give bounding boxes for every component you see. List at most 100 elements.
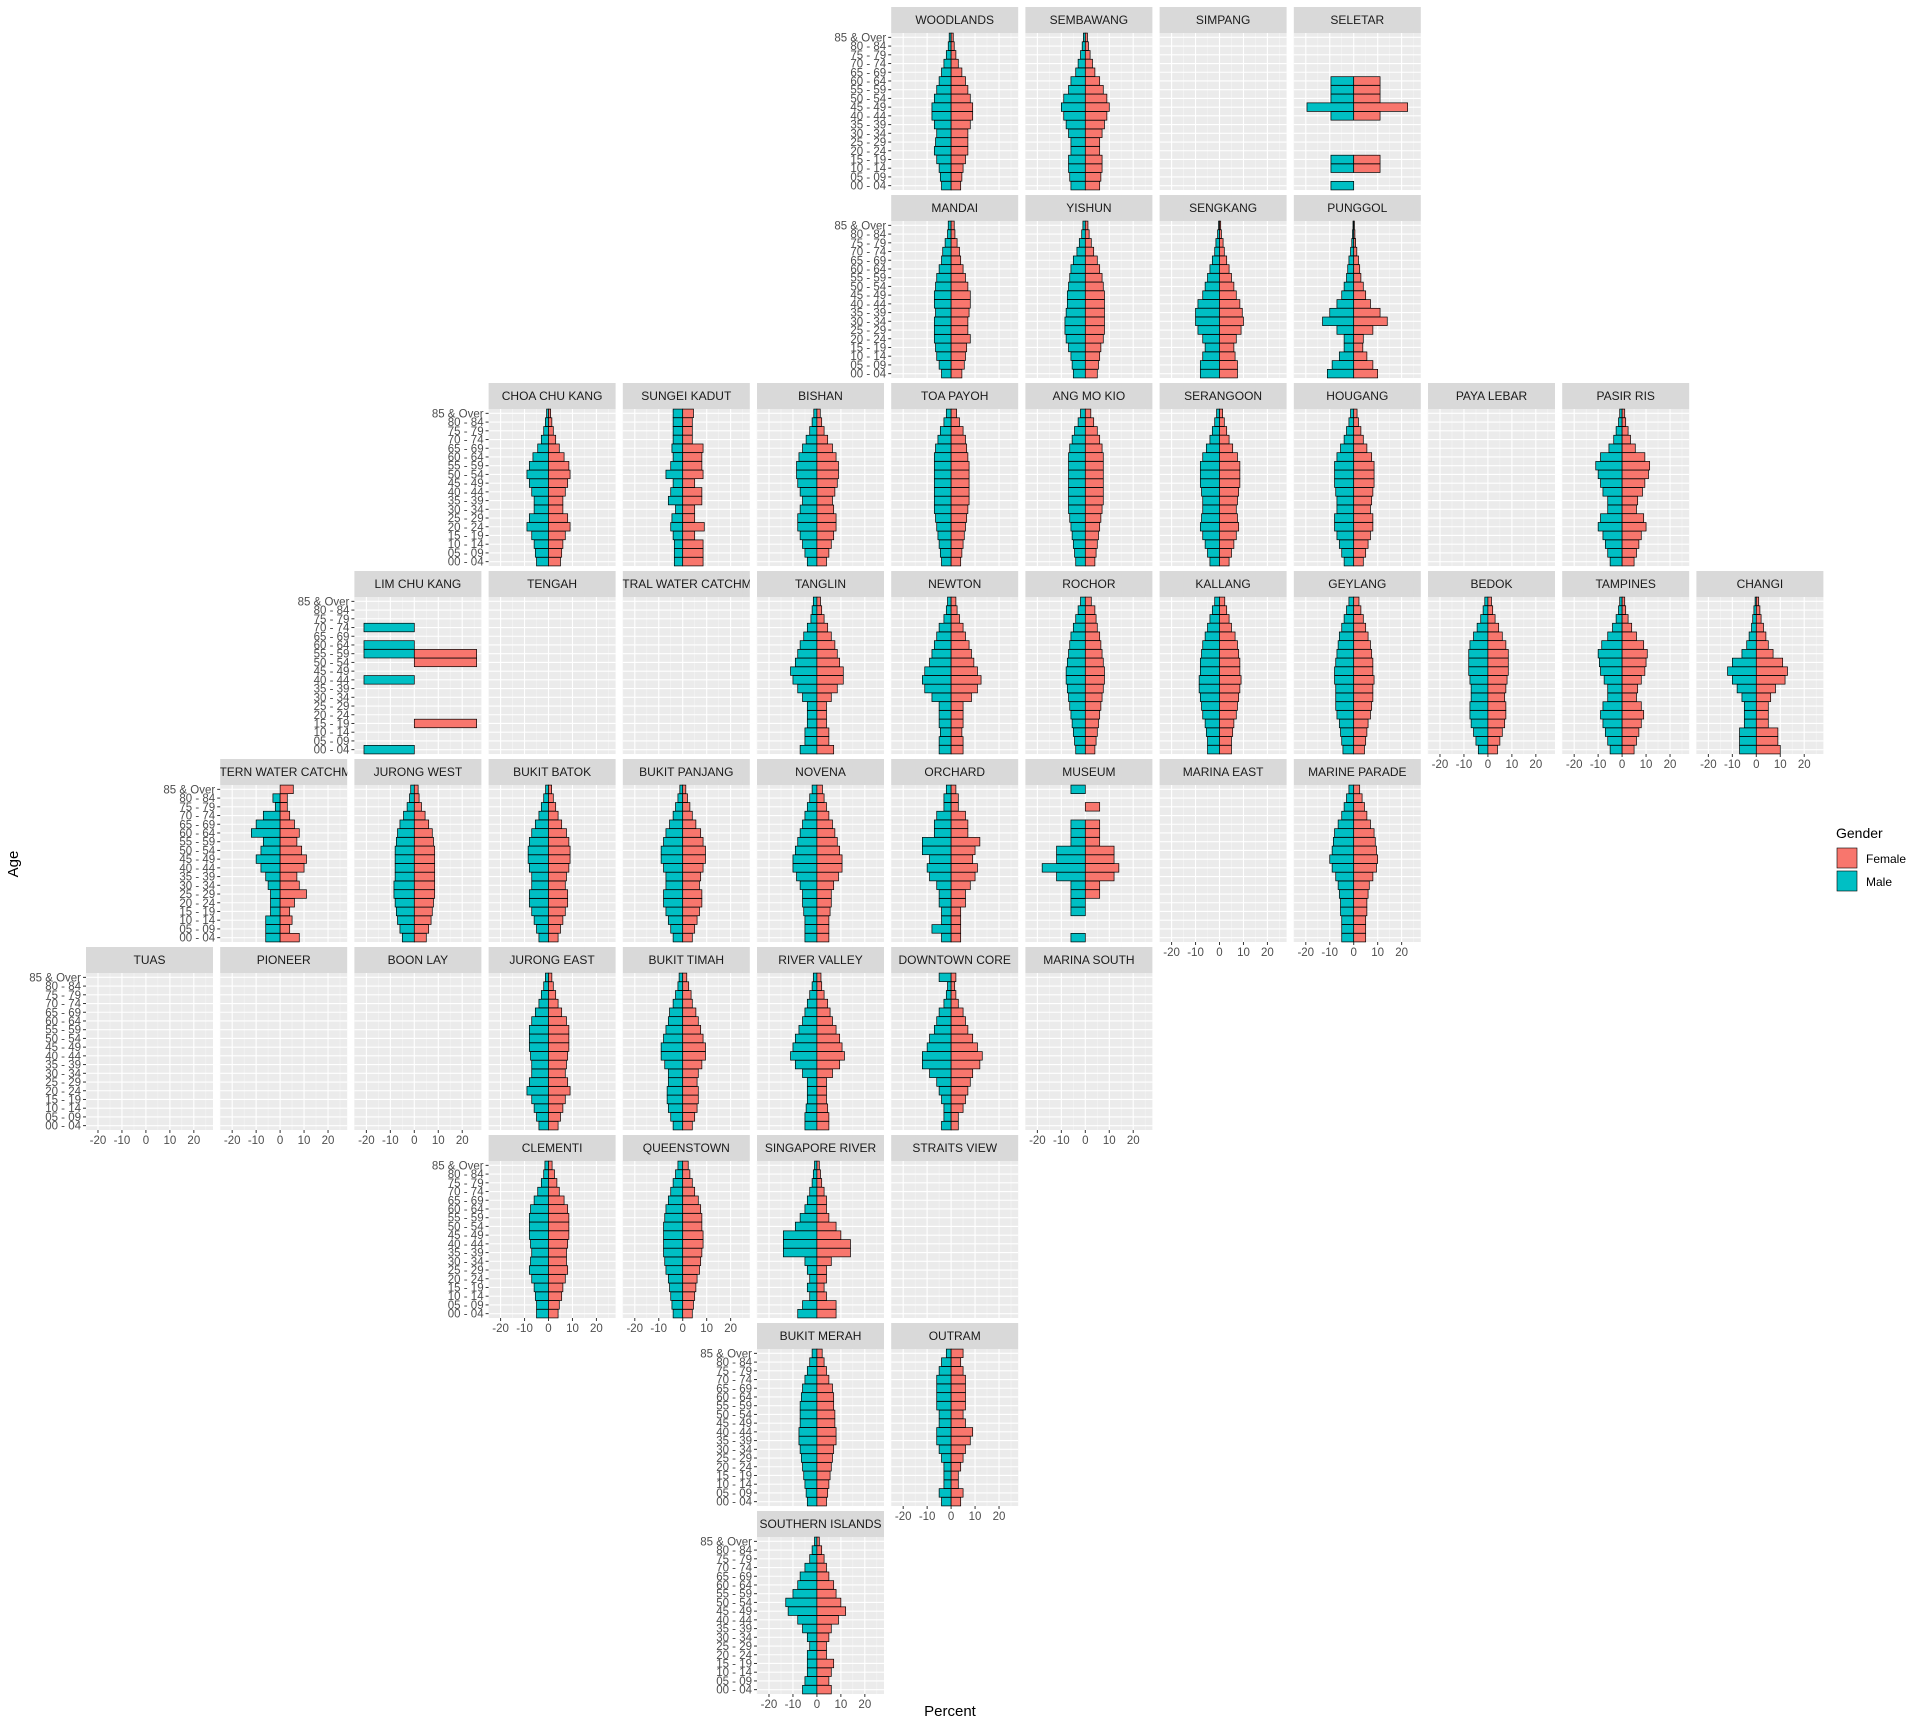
bar-female xyxy=(950,342,968,353)
bar-female xyxy=(682,1016,699,1026)
legend-title: Gender xyxy=(1836,825,1883,841)
panel-strip xyxy=(488,571,616,597)
bar-male xyxy=(1743,701,1757,711)
bar-male xyxy=(1743,710,1757,720)
bar-male xyxy=(935,342,952,353)
bar-male xyxy=(1068,128,1086,138)
bar-female xyxy=(950,360,965,370)
panel-strip xyxy=(757,571,884,597)
bar-female xyxy=(1755,596,1760,606)
bar-female xyxy=(548,1025,570,1035)
bar-female xyxy=(1084,461,1104,471)
bar-female xyxy=(1621,408,1626,418)
bar-female xyxy=(1353,154,1381,165)
bar-male xyxy=(1736,683,1757,694)
legend-female-key xyxy=(1836,847,1858,869)
y-tick-label: 45 - 49 xyxy=(850,290,886,302)
bar-male xyxy=(935,443,952,453)
bar-male xyxy=(1066,657,1086,668)
bar-male xyxy=(1330,85,1355,95)
bar-female xyxy=(950,154,966,165)
bar-male xyxy=(1075,557,1086,567)
x-tick-label: -10 xyxy=(516,1323,533,1335)
panel-background xyxy=(86,973,213,1130)
bar-female xyxy=(816,793,825,803)
bar-female xyxy=(682,863,704,873)
y-tick-label: 80 - 84 xyxy=(45,981,81,993)
bar-male xyxy=(262,837,281,847)
bar-female xyxy=(950,1453,964,1463)
y-tick-label: 25 - 29 xyxy=(716,1641,752,1653)
bar-female xyxy=(950,67,963,77)
bar-female xyxy=(816,1401,835,1411)
bar-female xyxy=(1084,93,1108,104)
bar-female xyxy=(816,1086,827,1096)
bar-female xyxy=(1353,828,1375,838)
bar-female xyxy=(1219,522,1240,532)
bar-male xyxy=(794,1033,818,1044)
bar-male xyxy=(806,701,818,711)
bar-female xyxy=(1219,631,1236,641)
bar-male xyxy=(922,1051,952,1061)
panel-title: SELETAR xyxy=(1330,13,1384,27)
bar-female xyxy=(950,906,962,917)
bar-female xyxy=(816,1357,825,1367)
bar-female xyxy=(682,1033,704,1044)
y-tick-label: 60 - 64 xyxy=(716,1580,752,1592)
bar-male xyxy=(531,906,549,917)
bar-male xyxy=(938,1409,952,1420)
bar-male xyxy=(545,784,549,794)
bar-female xyxy=(548,871,567,882)
bar-female xyxy=(1353,727,1368,737)
bar-female xyxy=(1084,548,1097,558)
bar-female xyxy=(1084,76,1101,86)
bar-male xyxy=(533,504,549,514)
bar-male xyxy=(922,837,952,847)
y-tick-label: 50 - 54 xyxy=(448,469,484,481)
y-tick-label: 45 - 49 xyxy=(179,854,215,866)
bar-male xyxy=(926,1042,952,1052)
bar-male xyxy=(531,487,549,497)
bar-male xyxy=(1469,710,1489,720)
bar-male xyxy=(403,810,415,821)
bar-female xyxy=(816,1230,842,1240)
y-tick-label: 60 - 64 xyxy=(179,828,215,840)
bar-female xyxy=(1084,718,1099,729)
x-tick-label: -10 xyxy=(1456,759,1473,771)
panel-singapore-river: SINGAPORE RIVER xyxy=(756,1135,884,1319)
panel-museum: MUSEUM xyxy=(1025,759,1153,943)
bar-male xyxy=(1199,478,1220,488)
y-tick-label: 40 - 44 xyxy=(850,299,886,311)
panel-geylang: GEYLANG xyxy=(1293,571,1421,755)
bar-female xyxy=(548,845,571,856)
bar-female xyxy=(816,701,827,711)
y-tick-label: 80 - 84 xyxy=(716,1357,752,1369)
bar-female xyxy=(1755,745,1781,755)
bar-male xyxy=(796,461,818,471)
bar-male xyxy=(935,137,952,147)
bar-female xyxy=(1219,255,1228,265)
y-tick-label: 40 - 44 xyxy=(850,111,886,123)
bar-male xyxy=(811,784,818,794)
bar-male xyxy=(938,360,952,370)
x-tick-label: 0 xyxy=(948,1511,954,1523)
bar-female xyxy=(816,727,830,737)
bar-female xyxy=(682,530,696,541)
x-tick-label: 0 xyxy=(1619,759,1625,771)
bar-female xyxy=(1219,539,1235,549)
bar-male xyxy=(941,369,952,379)
bar-female xyxy=(1219,273,1232,283)
bar-female xyxy=(1219,605,1228,615)
bar-female xyxy=(950,119,971,130)
bar-female xyxy=(548,1247,567,1258)
bar-female xyxy=(682,557,704,567)
bar-male xyxy=(809,1274,818,1284)
bar-female xyxy=(1084,360,1099,370)
bar-female xyxy=(548,819,563,829)
x-tick-label: -10 xyxy=(1724,759,1741,771)
bar-female xyxy=(548,443,560,453)
bar-female xyxy=(950,1418,966,1428)
bar-male xyxy=(1214,596,1220,606)
bar-male xyxy=(1604,727,1623,737)
bar-male xyxy=(799,1418,818,1428)
